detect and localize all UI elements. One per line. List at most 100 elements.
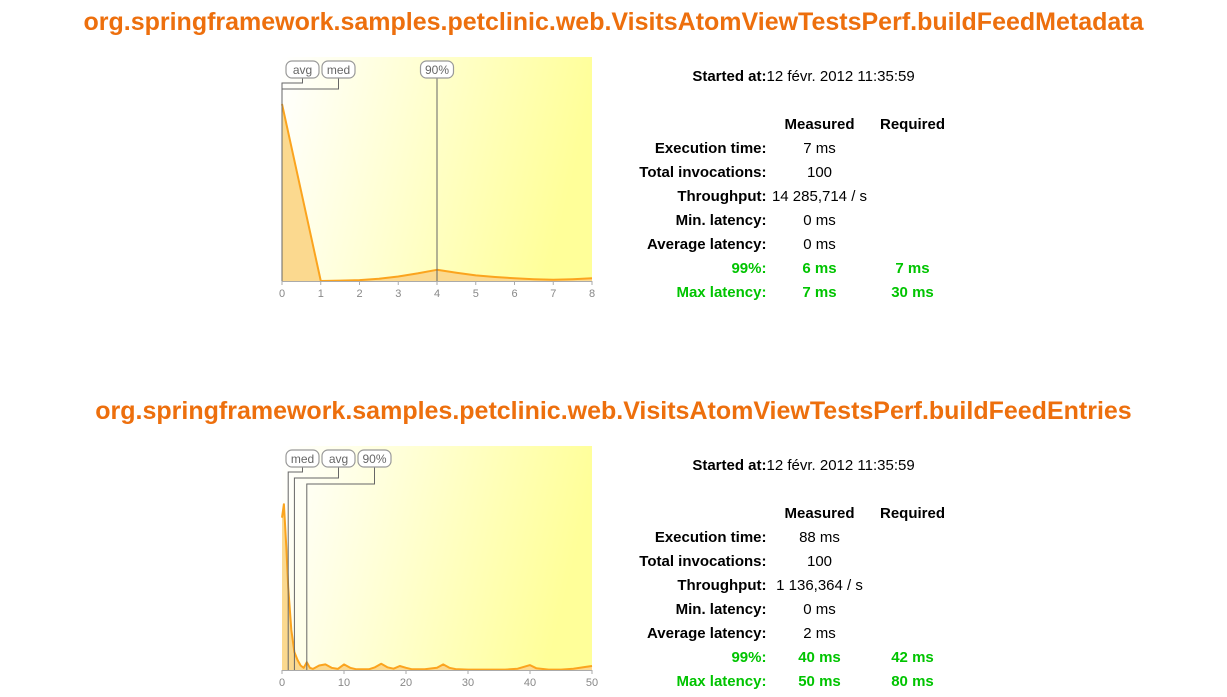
x-tick-label: 20: [399, 677, 411, 689]
x-tick-label: 40: [523, 677, 535, 689]
90%-marker-label: 90%: [362, 452, 386, 466]
started-at-value: 12 févr. 2012 11:35:59: [766, 456, 915, 474]
stats-row: Execution time: 88 ms: [615, 525, 953, 549]
stat-label: Throughput:: [677, 187, 767, 205]
x-tick-label: 10: [337, 677, 349, 689]
stat-measured-value: 0 ms: [803, 211, 836, 229]
med-marker-label: med: [326, 63, 349, 77]
stats-row: 99%: 6 ms 7 ms: [615, 256, 953, 280]
measured-column-header: Measured: [784, 504, 855, 522]
latency-area: [281, 104, 592, 281]
x-tick-label: 3: [395, 288, 401, 300]
stat-label: Total invocations:: [639, 163, 767, 181]
90%-marker-label: 90%: [424, 63, 448, 77]
plot-background: [281, 446, 592, 670]
avg-marker-label: avg: [328, 452, 347, 466]
started-at-value: 12 févr. 2012 11:35:59: [766, 67, 915, 85]
x-tick-label: 50: [585, 677, 597, 689]
stats-row: 99%: 40 ms 42 ms: [615, 645, 953, 669]
stat-measured-value: 0 ms: [803, 600, 836, 618]
stat-label: 99%:: [731, 259, 767, 277]
avg-marker-line: [293, 467, 339, 670]
x-tick-label: 30: [461, 677, 473, 689]
report-section-buildFeedMetadata: org.springframework.samples.petclinic.we…: [0, 8, 1227, 304]
report-section-buildFeedEntries: org.springframework.samples.petclinic.we…: [0, 397, 1227, 693]
stats-row: Max latency: 50 ms 80 ms: [615, 669, 953, 693]
stats-table: Started at: 12 févr. 2012 11:35:59 Measu…: [615, 453, 953, 693]
latency-chart-svg: med avg 90% 0 10 20 30 40 50: [278, 446, 598, 689]
stat-required-value: [873, 232, 953, 256]
stat-required-value: [873, 184, 953, 208]
stats-row: Throughput: 14 285,714 / s: [615, 184, 953, 208]
stat-label: Max latency:: [676, 672, 767, 690]
stats-row: Total invocations: 100: [615, 549, 953, 573]
x-tick-label: 2: [356, 288, 362, 300]
stats-row: Throughput: 1 136,364 / s: [615, 573, 953, 597]
stats-row: Min. latency: 0 ms: [615, 597, 953, 621]
stat-measured-value: 14 285,714 / s: [771, 187, 868, 205]
x-tick-label: 7: [550, 288, 556, 300]
stat-required-value: 80 ms: [891, 672, 934, 690]
started-at-row: Started at: 12 févr. 2012 11:35:59: [615, 64, 953, 88]
required-column-header: Required: [879, 504, 945, 522]
stats-row: Average latency: 0 ms: [615, 232, 953, 256]
stats-row: Min. latency: 0 ms: [615, 208, 953, 232]
avg-marker-box: [284, 60, 320, 79]
stat-measured-value: 2 ms: [803, 624, 836, 642]
stat-label: Execution time:: [654, 139, 767, 157]
med-marker-box: [320, 60, 356, 79]
spacer-row: [615, 88, 953, 112]
stats-row: Average latency: 2 ms: [615, 621, 953, 645]
stat-label: Total invocations:: [639, 552, 767, 570]
x-tick-label: 0: [278, 288, 284, 300]
x-tick-label: 6: [511, 288, 517, 300]
stats-row: Execution time: 7 ms: [615, 136, 953, 160]
med-marker-label: med: [290, 452, 313, 466]
med-marker-box: [284, 449, 320, 468]
started-at-label: Started at:: [692, 456, 767, 474]
stat-required-value: [873, 549, 953, 573]
stat-label: Throughput:: [677, 576, 767, 594]
latency-line: [280, 503, 592, 671]
stat-required-value: [873, 573, 953, 597]
spacer-row: [615, 477, 953, 501]
section-content: med avg 90% 0 10 20 30 40 50 Started at: 12 févr…: [0, 446, 1227, 693]
x-tick-label: 8: [588, 288, 594, 300]
stat-required-value: [873, 621, 953, 645]
stat-measured-value: 88 ms: [799, 528, 840, 546]
stat-measured-value: 50 ms: [798, 672, 841, 690]
latency-line: [280, 103, 592, 282]
stat-required-value: [873, 525, 953, 549]
test-method-title: org.springframework.samples.petclinic.we…: [95, 397, 1132, 425]
stat-required-value: [873, 208, 953, 232]
med-marker-line: [281, 78, 339, 281]
avg-marker-box: [320, 449, 356, 468]
latency-distribution-chart: med avg 90% 0 10 20 30 40 50: [275, 446, 599, 692]
90%-marker-box: [356, 449, 392, 468]
started-at-row: Started at: 12 févr. 2012 11:35:59: [615, 453, 953, 477]
x-tick-label: 4: [433, 288, 439, 300]
stat-required-value: 42 ms: [891, 648, 934, 666]
started-at-label: Started at:: [692, 67, 767, 85]
stat-measured-value: 100: [806, 552, 833, 570]
stats-table: Started at: 12 févr. 2012 11:35:59 Measu…: [615, 64, 953, 304]
stat-required-value: [873, 160, 953, 184]
stat-label: Max latency:: [676, 283, 767, 301]
latency-distribution-chart: avg med 90% 0 1 2 3 4 5 6 7 8: [275, 57, 599, 303]
90%-marker-box: [419, 60, 454, 79]
x-tick-label: 5: [472, 288, 478, 300]
stat-measured-value: 1 136,364 / s: [776, 576, 863, 594]
stat-required-value: [873, 136, 953, 160]
avg-marker-label: avg: [292, 63, 311, 77]
stat-required-value: 30 ms: [891, 283, 934, 301]
stat-measured-value: 0 ms: [803, 235, 836, 253]
stat-measured-value: 7 ms: [803, 139, 836, 157]
stat-label: Min. latency:: [675, 211, 767, 229]
stat-label: Average latency:: [646, 235, 767, 253]
stat-measured-value: 7 ms: [802, 283, 837, 301]
stat-measured-value: 40 ms: [798, 648, 841, 666]
x-tick-label: 0: [278, 677, 284, 689]
column-header-row: Measured Required: [615, 501, 953, 525]
stats-row: Max latency: 7 ms 30 ms: [615, 280, 953, 304]
